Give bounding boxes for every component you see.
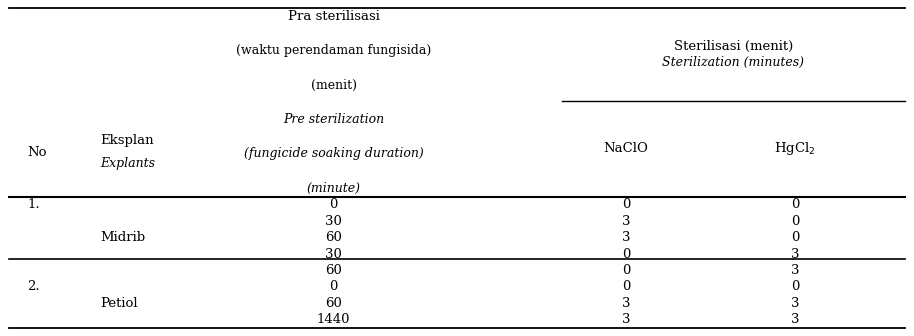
Text: 60: 60 xyxy=(325,264,342,277)
Text: 1440: 1440 xyxy=(317,313,350,326)
Text: 3: 3 xyxy=(791,297,800,310)
Text: Explants: Explants xyxy=(101,157,155,170)
Text: 3: 3 xyxy=(622,215,631,228)
Text: 0: 0 xyxy=(622,248,631,260)
Text: 3: 3 xyxy=(791,248,800,260)
Text: 0: 0 xyxy=(791,231,800,244)
Text: 3: 3 xyxy=(622,313,631,326)
Text: 0: 0 xyxy=(622,264,631,277)
Text: 1.: 1. xyxy=(27,198,40,211)
Text: 0: 0 xyxy=(622,280,631,293)
Text: 2.: 2. xyxy=(27,280,40,293)
Text: Midrib: Midrib xyxy=(101,231,145,244)
Text: Eksplan: Eksplan xyxy=(101,134,154,147)
Text: (menit): (menit) xyxy=(311,79,356,92)
Text: 60: 60 xyxy=(325,231,342,244)
Text: Sterilization (minutes): Sterilization (minutes) xyxy=(663,56,804,69)
Text: 0: 0 xyxy=(329,280,338,293)
Text: 3: 3 xyxy=(791,313,800,326)
Text: 30: 30 xyxy=(325,215,342,228)
Text: 30: 30 xyxy=(325,248,342,260)
Text: NaClO: NaClO xyxy=(603,142,649,155)
Text: Pra sterilisasi: Pra sterilisasi xyxy=(288,10,379,23)
Text: Pre sterilization: Pre sterilization xyxy=(283,113,384,126)
Text: (minute): (minute) xyxy=(306,182,361,195)
Text: Sterilisasi (menit): Sterilisasi (menit) xyxy=(674,40,793,52)
Text: 3: 3 xyxy=(622,297,631,310)
Text: 0: 0 xyxy=(791,198,800,211)
Text: 0: 0 xyxy=(791,215,800,228)
Text: (waktu perendaman fungisida): (waktu perendaman fungisida) xyxy=(236,44,431,57)
Text: 60: 60 xyxy=(325,297,342,310)
Text: 0: 0 xyxy=(622,198,631,211)
Text: 3: 3 xyxy=(791,264,800,277)
Text: (fungicide soaking duration): (fungicide soaking duration) xyxy=(244,147,423,160)
Text: Petiol: Petiol xyxy=(101,297,138,310)
Text: 0: 0 xyxy=(791,280,800,293)
Text: 3: 3 xyxy=(622,231,631,244)
Text: HgCl$_2$: HgCl$_2$ xyxy=(774,140,816,157)
Text: No: No xyxy=(27,145,47,159)
Text: 0: 0 xyxy=(329,198,338,211)
